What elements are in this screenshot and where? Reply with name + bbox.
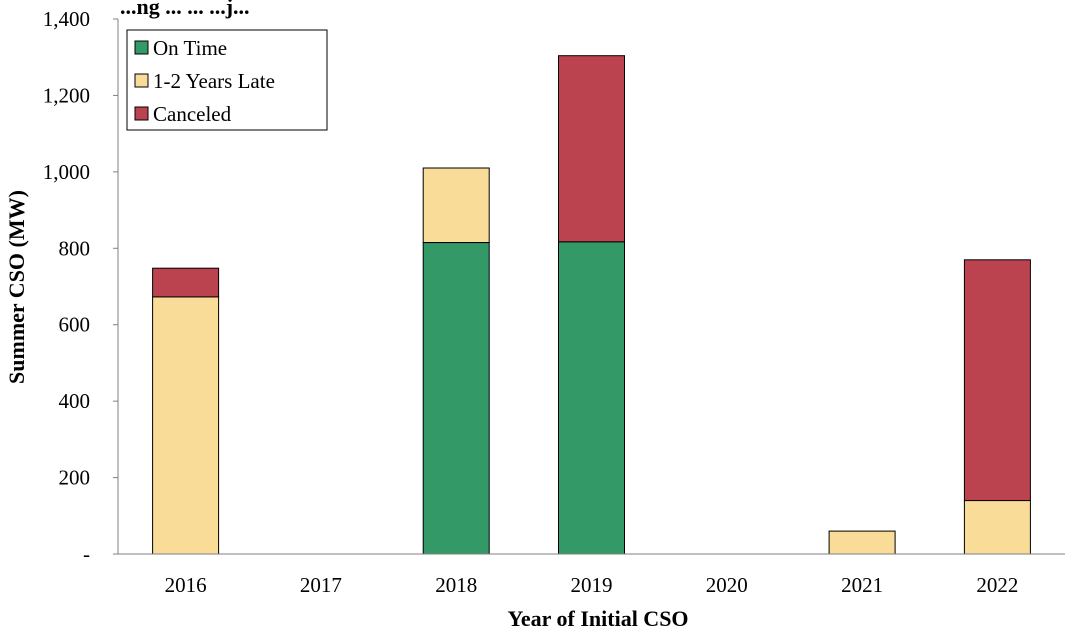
bar-2016-series-2 — [152, 267, 220, 298]
bar-2018-series-1 — [422, 167, 490, 243]
legend-box — [126, 29, 328, 131]
x-tick-label: 2022 — [976, 573, 1018, 597]
x-tick-label: 2017 — [300, 573, 342, 597]
chart-title: ...ng ... ... ...j... — [120, 0, 250, 19]
bar-2022-series-2 — [963, 259, 1031, 502]
legend-swatch — [134, 40, 149, 55]
y-tick-label: 1,200 — [43, 83, 90, 107]
bar-2016-series-1 — [152, 296, 220, 555]
axes-layer: - 200 400 600 800 1,000 1,200 1,400 2016 2017 2018… — [43, 7, 1065, 597]
bar-2021-series-1 — [828, 530, 896, 555]
bar-2018-series-0 — [422, 242, 490, 555]
legend-label: Canceled — [153, 102, 232, 126]
legend-swatch — [134, 73, 149, 88]
y-axis-title: Summer CSO (MW) — [4, 190, 29, 384]
y-tick-label: 400 — [59, 389, 91, 413]
legend-label: 1-2 Years Late — [153, 69, 275, 93]
y-tick-label: 200 — [59, 466, 91, 490]
legend-swatch — [134, 106, 149, 121]
bars-layer — [152, 55, 1031, 555]
bar-2019-series-2 — [558, 55, 625, 243]
x-axis-title: Year of Initial CSO — [507, 606, 688, 630]
y-tick-label: 1,000 — [43, 160, 90, 184]
x-tick-label: 2019 — [571, 573, 613, 597]
x-tick-label: 2021 — [841, 573, 883, 597]
y-tick-label: 1,400 — [43, 7, 90, 31]
legend-label: On Time — [153, 36, 227, 60]
y-tick-label: 600 — [59, 313, 91, 337]
x-tick-label: 2018 — [435, 573, 477, 597]
legend: On Time 1-2 Years Late Canceled — [126, 29, 328, 131]
x-tick-label: 2020 — [706, 573, 748, 597]
bar-2019-series-0 — [558, 241, 625, 555]
y-tick-label: 800 — [59, 236, 91, 260]
x-tick-label: 2016 — [165, 573, 207, 597]
y-tick-label: - — [83, 542, 90, 566]
bar-2022-series-1 — [963, 500, 1031, 555]
